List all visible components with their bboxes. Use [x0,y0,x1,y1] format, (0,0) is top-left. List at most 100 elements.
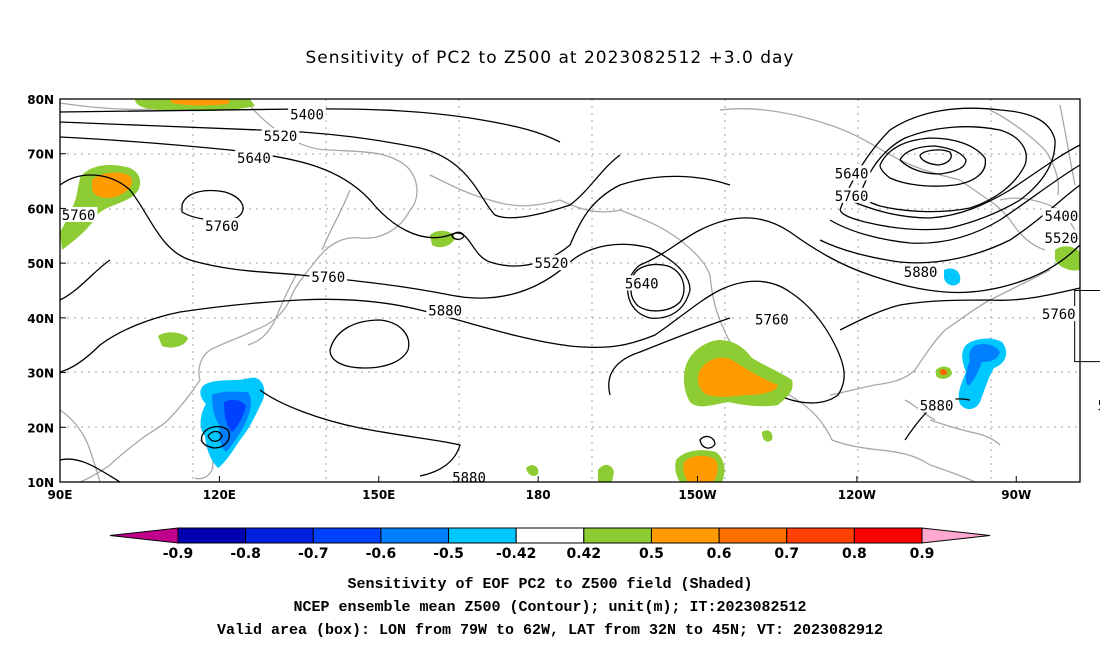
contour-small-philippine-inner [207,430,223,442]
contour-label-bg-16 [1042,208,1081,224]
colorbar-label-3: -0.6 [366,546,397,562]
shade-lightblue-newfoundland [944,268,961,286]
coast-greenland-east [1059,104,1076,186]
shade-blue-atlantic [965,344,1000,386]
lat-tick-label-7: 10N [27,476,54,490]
lat-tick-label-3: 50N [27,257,54,271]
contour-high-pacific [329,319,410,369]
contour-label-bg-17 [1042,229,1081,245]
longitude-labels: 90E120E150E180150W120W90W60W [48,476,1031,502]
contour-label-2: 5640 [237,151,271,167]
contour-label-bg-8 [622,275,661,291]
colorbar-bin-1 [245,527,314,544]
contour-label-11: 5760 [755,312,789,328]
contour-label-16: 5400 [1045,209,1079,225]
lon-tick-label-5: 120W [838,488,876,502]
footer-line-1: Sensitivity of EOF PC2 to Z500 field (Sh… [347,576,753,593]
shade-green-china [158,332,188,348]
contour-label-8: 5640 [625,276,659,292]
coast-greenland-west [989,109,1060,196]
contour-label-1: 5520 [264,129,298,145]
lon-tick-label-3: 180 [526,488,551,502]
contour-label-9: 5640 [835,166,869,182]
contour-5280-inner [899,145,967,175]
colorbar-label-4: -0.5 [433,546,464,562]
colorbar-label-2: -0.7 [298,546,329,562]
lon-tick-label-4: 150W [678,488,716,502]
contour-5400-greenland [859,126,1027,213]
shade-green-small-2 [526,465,539,476]
contour-label-bg-3 [59,206,98,222]
colorbar-bin-10 [853,527,923,544]
coast-caribbean [929,419,1001,446]
colorbar-bin-8 [718,527,788,544]
contour-5520-atlantic [829,164,1081,244]
contour-label-14: 5880 [452,471,486,487]
contour-label-10: 5760 [835,189,869,205]
lon-tick-label-0: 90E [48,488,73,502]
contour-5880-main [59,280,845,404]
contour-label-7: 5520 [535,256,569,272]
contour-5280-outer [879,137,987,187]
contour-5280-core [919,149,952,166]
contour-5640-pacific [59,136,731,267]
contour-label-bg-11 [753,311,791,327]
shade-green-labrador [1055,246,1080,271]
shade-orange-top [170,99,230,106]
contour-label-bg-10 [832,187,871,203]
contour-label-bg-0 [288,106,326,122]
lat-tick-label-4: 40N [27,312,54,326]
contour-label-bg-1 [261,128,300,144]
contour-label-6: 5880 [428,304,462,320]
contour-label-17: 5520 [1045,231,1079,247]
contour-5520-greenland [839,107,1056,231]
lat-tick-label-1: 70N [27,148,54,162]
colorbar: -0.9 -0.8 -0.7 -0.6 -0.5 -0.42 0.42 0.5 0.6 0.7 0.… [109,527,991,562]
contour-label-20: 5880 [1098,398,1100,414]
coast-kamchatka [321,189,351,251]
lat-tick-label-5: 30N [27,367,54,381]
map-panel: 5400 5520 5640 5760 5760 5760 5880 5520 5640 5640… [59,98,1100,487]
coast-japan [247,274,297,346]
chart-title: Sensitivity of PC2 to Z500 at 2023082512… [305,48,795,68]
colorbar-bin-5 [515,527,585,544]
contour-label-bg-7 [532,255,571,271]
coast-alaska-west [429,174,561,207]
colorbar-bin-6 [583,527,652,544]
colorbar-bin-3 [380,527,450,544]
contour-label-5: 5760 [311,270,345,286]
contour-label-bg-2 [235,150,273,166]
colorbar-label-11: 0.9 [910,546,935,562]
contour-label-bg-9 [832,165,871,181]
lat-tick-label-0: 80N [27,93,54,107]
colorbar-bin-0 [177,527,247,544]
lon-tick-label-2: 150E [362,488,395,502]
footer-line-2: NCEP ensemble mean Z500 (Contour); unit(… [293,599,807,616]
contour-label-19: 5760 [1042,307,1076,323]
contour-label-bg-12 [901,263,940,279]
contour-label-12: 5880 [904,265,938,281]
colorbar-label-9: 0.7 [774,546,799,562]
coast-okhotsk [289,209,411,301]
shade-midblue-philippine-sea [224,399,246,432]
contour-small-philippine [200,425,230,449]
coast-central-america [831,439,976,483]
contour-label-bg-19 [1039,306,1078,322]
footer-line-3: Valid area (box): LON from 79W to 62W, L… [216,622,884,639]
z500-contours [59,107,1081,483]
shade-green-small-1 [598,464,614,482]
contour-5880-south [59,458,121,483]
shade-orange-atlantic [940,369,948,376]
colorbar-label-7: 0.5 [639,546,664,562]
shade-orange-east-pacific [697,357,778,397]
contour-label-bg-13 [917,397,956,413]
contour-label-bg-4 [203,217,241,233]
coast-canada-arctic [719,108,961,181]
coast-alaska-south [559,199,711,276]
coast-us-gulf-east [829,269,1051,396]
contour-label-bg-5 [309,268,348,284]
valid-area-box [1074,290,1100,363]
colorbar-label-0: -0.9 [163,546,194,562]
contour-label-13: 5880 [920,398,954,414]
